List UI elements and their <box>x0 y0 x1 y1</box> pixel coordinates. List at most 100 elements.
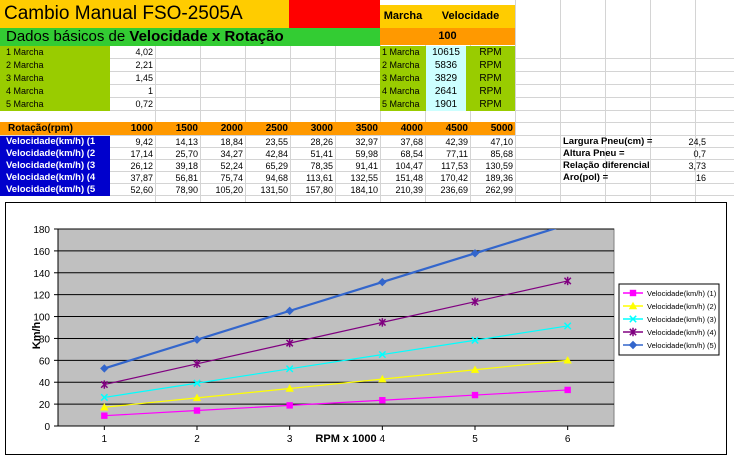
velocity-cell[interactable]: 105,20 <box>215 185 243 195</box>
velocity-cell[interactable]: 130,59 <box>485 161 513 171</box>
gear-label-3[interactable]: 3 Marcha <box>0 72 110 85</box>
velocity-cell[interactable]: 85,68 <box>490 149 513 159</box>
velocity-cell[interactable]: 23,55 <box>265 137 288 147</box>
velocity-row-label[interactable]: Velocidade(km/h) (1 <box>0 136 110 148</box>
velocity-cell[interactable]: 184,10 <box>350 185 378 195</box>
velocity-row-label[interactable]: Velocidade(km/h) (4 <box>0 172 110 184</box>
velocity-cell[interactable]: 14,13 <box>175 137 198 147</box>
gear-label-2[interactable]: 2 Marcha <box>0 59 110 72</box>
gear-ratio-3[interactable]: 1,45 <box>135 73 153 83</box>
velocity-cell[interactable]: 170,42 <box>440 173 468 183</box>
velocity-cell[interactable]: 17,14 <box>130 149 153 159</box>
velocity-cell[interactable]: 131,50 <box>260 185 288 195</box>
velocity-cell[interactable]: 28,26 <box>310 137 333 147</box>
chart-area[interactable]: 0 20 40 60 80 100 120 140 160 180 1 2 3 4 5 6 RPM x 1000… <box>5 202 727 455</box>
velocidade-input[interactable]: 100 <box>380 28 515 45</box>
velocity-cell[interactable]: 26,12 <box>130 161 153 171</box>
rpm-gear-label-5[interactable]: 5 Marcha <box>380 98 426 111</box>
velocity-cell[interactable]: 18,84 <box>220 137 243 147</box>
rotation-cell[interactable]: 4500 <box>425 122 470 135</box>
rotation-label[interactable]: Rotação(rpm) <box>0 122 110 135</box>
param-label-largura[interactable]: Largura Pneu(cm) = <box>563 136 653 147</box>
velocidade-header[interactable]: Velocidade <box>426 5 515 28</box>
red-highlight-cell[interactable] <box>289 0 380 28</box>
rotation-cell[interactable]: 2500 <box>245 122 290 135</box>
rotation-cell[interactable]: 5000 <box>470 122 515 135</box>
gear-label-1[interactable]: 1 Marcha <box>0 46 110 59</box>
rpm-value-1[interactable]: 10615 <box>426 46 466 59</box>
velocity-cell[interactable]: 39,18 <box>175 161 198 171</box>
rpm-gear-label-1[interactable]: 1 Marcha <box>380 46 426 59</box>
velocity-cell[interactable]: 37,68 <box>400 137 423 147</box>
velocity-cell[interactable]: 104,47 <box>395 161 423 171</box>
velocity-cell[interactable]: 210,39 <box>395 185 423 195</box>
velocity-cell[interactable]: 34,27 <box>220 149 243 159</box>
velocity-cell[interactable]: 42,84 <box>265 149 288 159</box>
gear-ratio-2[interactable]: 2,21 <box>135 60 153 70</box>
velocity-cell[interactable]: 68,54 <box>400 149 423 159</box>
rpm-unit-2[interactable]: RPM <box>466 59 515 72</box>
sheet-subtitle[interactable]: Dados básicos de Velocidade x Rotação <box>0 28 380 46</box>
sheet-title[interactable]: Cambio Manual FSO-2505A <box>0 0 289 28</box>
rotation-cell[interactable]: 3500 <box>335 122 380 135</box>
rpm-value-3[interactable]: 3829 <box>426 72 466 85</box>
velocity-cell[interactable]: 52,60 <box>130 185 153 195</box>
rpm-value-2[interactable]: 5836 <box>426 59 466 72</box>
param-value-relacao[interactable]: 3,73 <box>688 161 706 171</box>
param-value-largura[interactable]: 24,5 <box>688 137 706 147</box>
gear-label-5[interactable]: 5 Marcha <box>0 98 110 111</box>
rotation-cell[interactable]: 2000 <box>200 122 245 135</box>
rpm-unit-3[interactable]: RPM <box>466 72 515 85</box>
velocity-chart[interactable]: 0 20 40 60 80 100 120 140 160 180 1 2 3 4 5 6 RPM x 1000… <box>6 203 726 454</box>
velocity-cell[interactable]: 236,69 <box>440 185 468 195</box>
velocity-cell[interactable]: 77,11 <box>446 149 468 159</box>
param-label-altura[interactable]: Altura Pneu = <box>563 148 625 159</box>
rpm-gear-label-2[interactable]: 2 Marcha <box>380 59 426 72</box>
velocity-cell[interactable]: 65,29 <box>265 161 288 171</box>
rpm-value-4[interactable]: 2641 <box>426 85 466 98</box>
rpm-unit-1[interactable]: RPM <box>466 46 515 59</box>
velocity-cell[interactable]: 25,70 <box>175 149 198 159</box>
velocity-cell[interactable]: 189,36 <box>485 173 513 183</box>
rotation-cell[interactable]: 3000 <box>290 122 335 135</box>
gear-label-4[interactable]: 4 Marcha <box>0 85 110 98</box>
velocity-cell[interactable]: 51,41 <box>310 149 333 159</box>
velocity-cell[interactable]: 78,35 <box>310 161 333 171</box>
param-label-aro[interactable]: Aro(pol) = <box>563 172 609 183</box>
velocity-cell[interactable]: 9,42 <box>135 137 153 147</box>
velocity-cell[interactable]: 78,90 <box>175 185 198 195</box>
velocity-cell[interactable]: 47,10 <box>490 137 513 147</box>
velocity-row-label[interactable]: Velocidade(km/h) (3 <box>0 160 110 172</box>
velocity-row-label[interactable]: Velocidade(km/h) (2 <box>0 148 110 160</box>
param-label-relacao[interactable]: Relação diferencial <box>563 160 650 171</box>
rpm-unit-5[interactable]: RPM <box>466 98 515 111</box>
velocity-row-label[interactable]: Velocidade(km/h) (5 <box>0 184 110 196</box>
velocity-cell[interactable]: 37,87 <box>130 173 153 183</box>
rotation-cell[interactable]: 4000 <box>380 122 425 135</box>
gear-ratio-5[interactable]: 0,72 <box>135 99 153 109</box>
velocity-cell[interactable]: 91,41 <box>355 161 378 171</box>
velocity-cell[interactable]: 157,80 <box>305 185 333 195</box>
rpm-value-5[interactable]: 1901 <box>426 98 466 111</box>
velocity-cell[interactable]: 75,74 <box>220 173 243 183</box>
velocity-cell[interactable]: 132,55 <box>350 173 378 183</box>
param-value-altura[interactable]: 0,7 <box>693 149 706 159</box>
velocity-cell[interactable]: 59,98 <box>355 149 378 159</box>
velocity-cell[interactable]: 94,68 <box>265 173 288 183</box>
velocity-cell[interactable]: 151,48 <box>395 173 423 183</box>
velocity-cell[interactable]: 52,24 <box>220 161 243 171</box>
velocity-cell[interactable]: 113,61 <box>306 173 333 183</box>
velocity-cell[interactable]: 56,81 <box>175 173 198 183</box>
velocity-cell[interactable]: 42,39 <box>445 137 468 147</box>
rotation-cell[interactable]: 1500 <box>155 122 200 135</box>
param-value-aro[interactable]: 16 <box>695 173 706 183</box>
rpm-gear-label-4[interactable]: 4 Marcha <box>380 85 426 98</box>
rpm-unit-4[interactable]: RPM <box>466 85 515 98</box>
marcha-header[interactable]: Marcha <box>380 5 426 28</box>
gear-ratio-4[interactable]: 1 <box>147 86 153 96</box>
rotation-cell[interactable]: 1000 <box>110 122 155 135</box>
velocity-cell[interactable]: 117,53 <box>441 161 468 171</box>
velocity-cell[interactable]: 262,99 <box>485 185 513 195</box>
velocity-cell[interactable]: 32,97 <box>355 137 378 147</box>
gear-ratio-1[interactable]: 4,02 <box>135 47 153 57</box>
